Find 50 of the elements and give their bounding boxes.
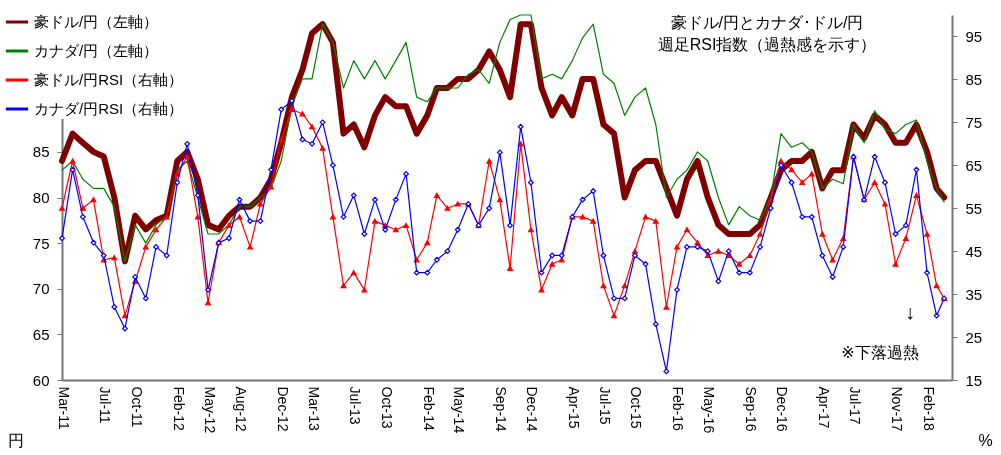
x-tick-label: Feb-18 <box>920 386 937 432</box>
x-tick-label: Oct-11 <box>128 386 145 428</box>
x-tick-label: Jul-13 <box>347 386 364 425</box>
y-tick-label: 85 <box>32 143 50 161</box>
x-tick-label: Feb-12 <box>170 386 187 432</box>
y-tick-label: 75 <box>32 234 50 252</box>
y-axis-title: 円 <box>7 431 24 449</box>
text: 週足RSI指数（過熱感を示す） <box>657 36 877 53</box>
x-tick-label: Oct-15 <box>628 386 645 429</box>
y2-tick-label: 15 <box>965 371 983 389</box>
legend-label: 豪ドル/円（左軸） <box>34 13 159 30</box>
x-tick-label: Aug-12 <box>233 386 250 432</box>
legend-label: カナダ/円RSI（右軸） <box>34 100 184 117</box>
x-tick-label: Feb-14 <box>420 386 437 432</box>
x-tick-label: May-14 <box>451 386 468 434</box>
x-tick-label: May-16 <box>701 386 718 434</box>
y-tick-label: 60 <box>32 371 50 389</box>
x-tick-label: Mar-13 <box>305 386 322 432</box>
x-tick-label: Apr-15 <box>565 386 582 429</box>
y-tick-label: 80 <box>32 189 50 206</box>
y2-tick-label: 25 <box>965 328 983 346</box>
annotation: ↓ <box>905 301 915 323</box>
y2-tick-label: 65 <box>965 156 983 174</box>
x-tick-label: May-12 <box>201 386 218 434</box>
x-tick-label: Dec-14 <box>524 386 541 432</box>
x-tick-label: Jul-11 <box>97 386 114 424</box>
x-tick-label: Jul-15 <box>596 386 613 425</box>
y2-tick-label: 45 <box>965 242 983 260</box>
y2-tick-label: 85 <box>965 70 983 88</box>
y-tick-label: 65 <box>32 325 50 343</box>
x-tick-label: Feb-16 <box>670 386 687 432</box>
y2-tick-label: 95 <box>965 27 983 45</box>
y2-tick-label: 75 <box>965 113 983 131</box>
x-tick-label: Sep-16 <box>743 386 760 432</box>
y2-axis-title: % <box>978 431 993 449</box>
y2-tick-label: 35 <box>965 285 983 303</box>
y2-tick-label: 55 <box>965 199 983 217</box>
annotation: ※下落過熱 <box>841 344 919 361</box>
chart-title: 豪ドル/円とカナダ･ドル/円 <box>670 14 864 31</box>
legend-label: カナダ/円（左軸） <box>34 42 159 59</box>
x-tick-label: Mar-11 <box>55 386 72 431</box>
x-tick-label: Nov-17 <box>889 386 906 432</box>
x-tick-label: Apr-17 <box>815 386 832 429</box>
x-tick-label: Dec-12 <box>274 386 291 432</box>
y-tick-label: 70 <box>32 280 50 298</box>
x-tick-label: Oct-13 <box>378 386 395 429</box>
legend-label: 豪ドル/円RSI（右軸） <box>34 71 184 88</box>
x-tick-label: Dec-16 <box>774 386 791 432</box>
x-tick-label: Sep-14 <box>493 386 510 432</box>
x-tick-label: Jul-17 <box>846 386 863 425</box>
